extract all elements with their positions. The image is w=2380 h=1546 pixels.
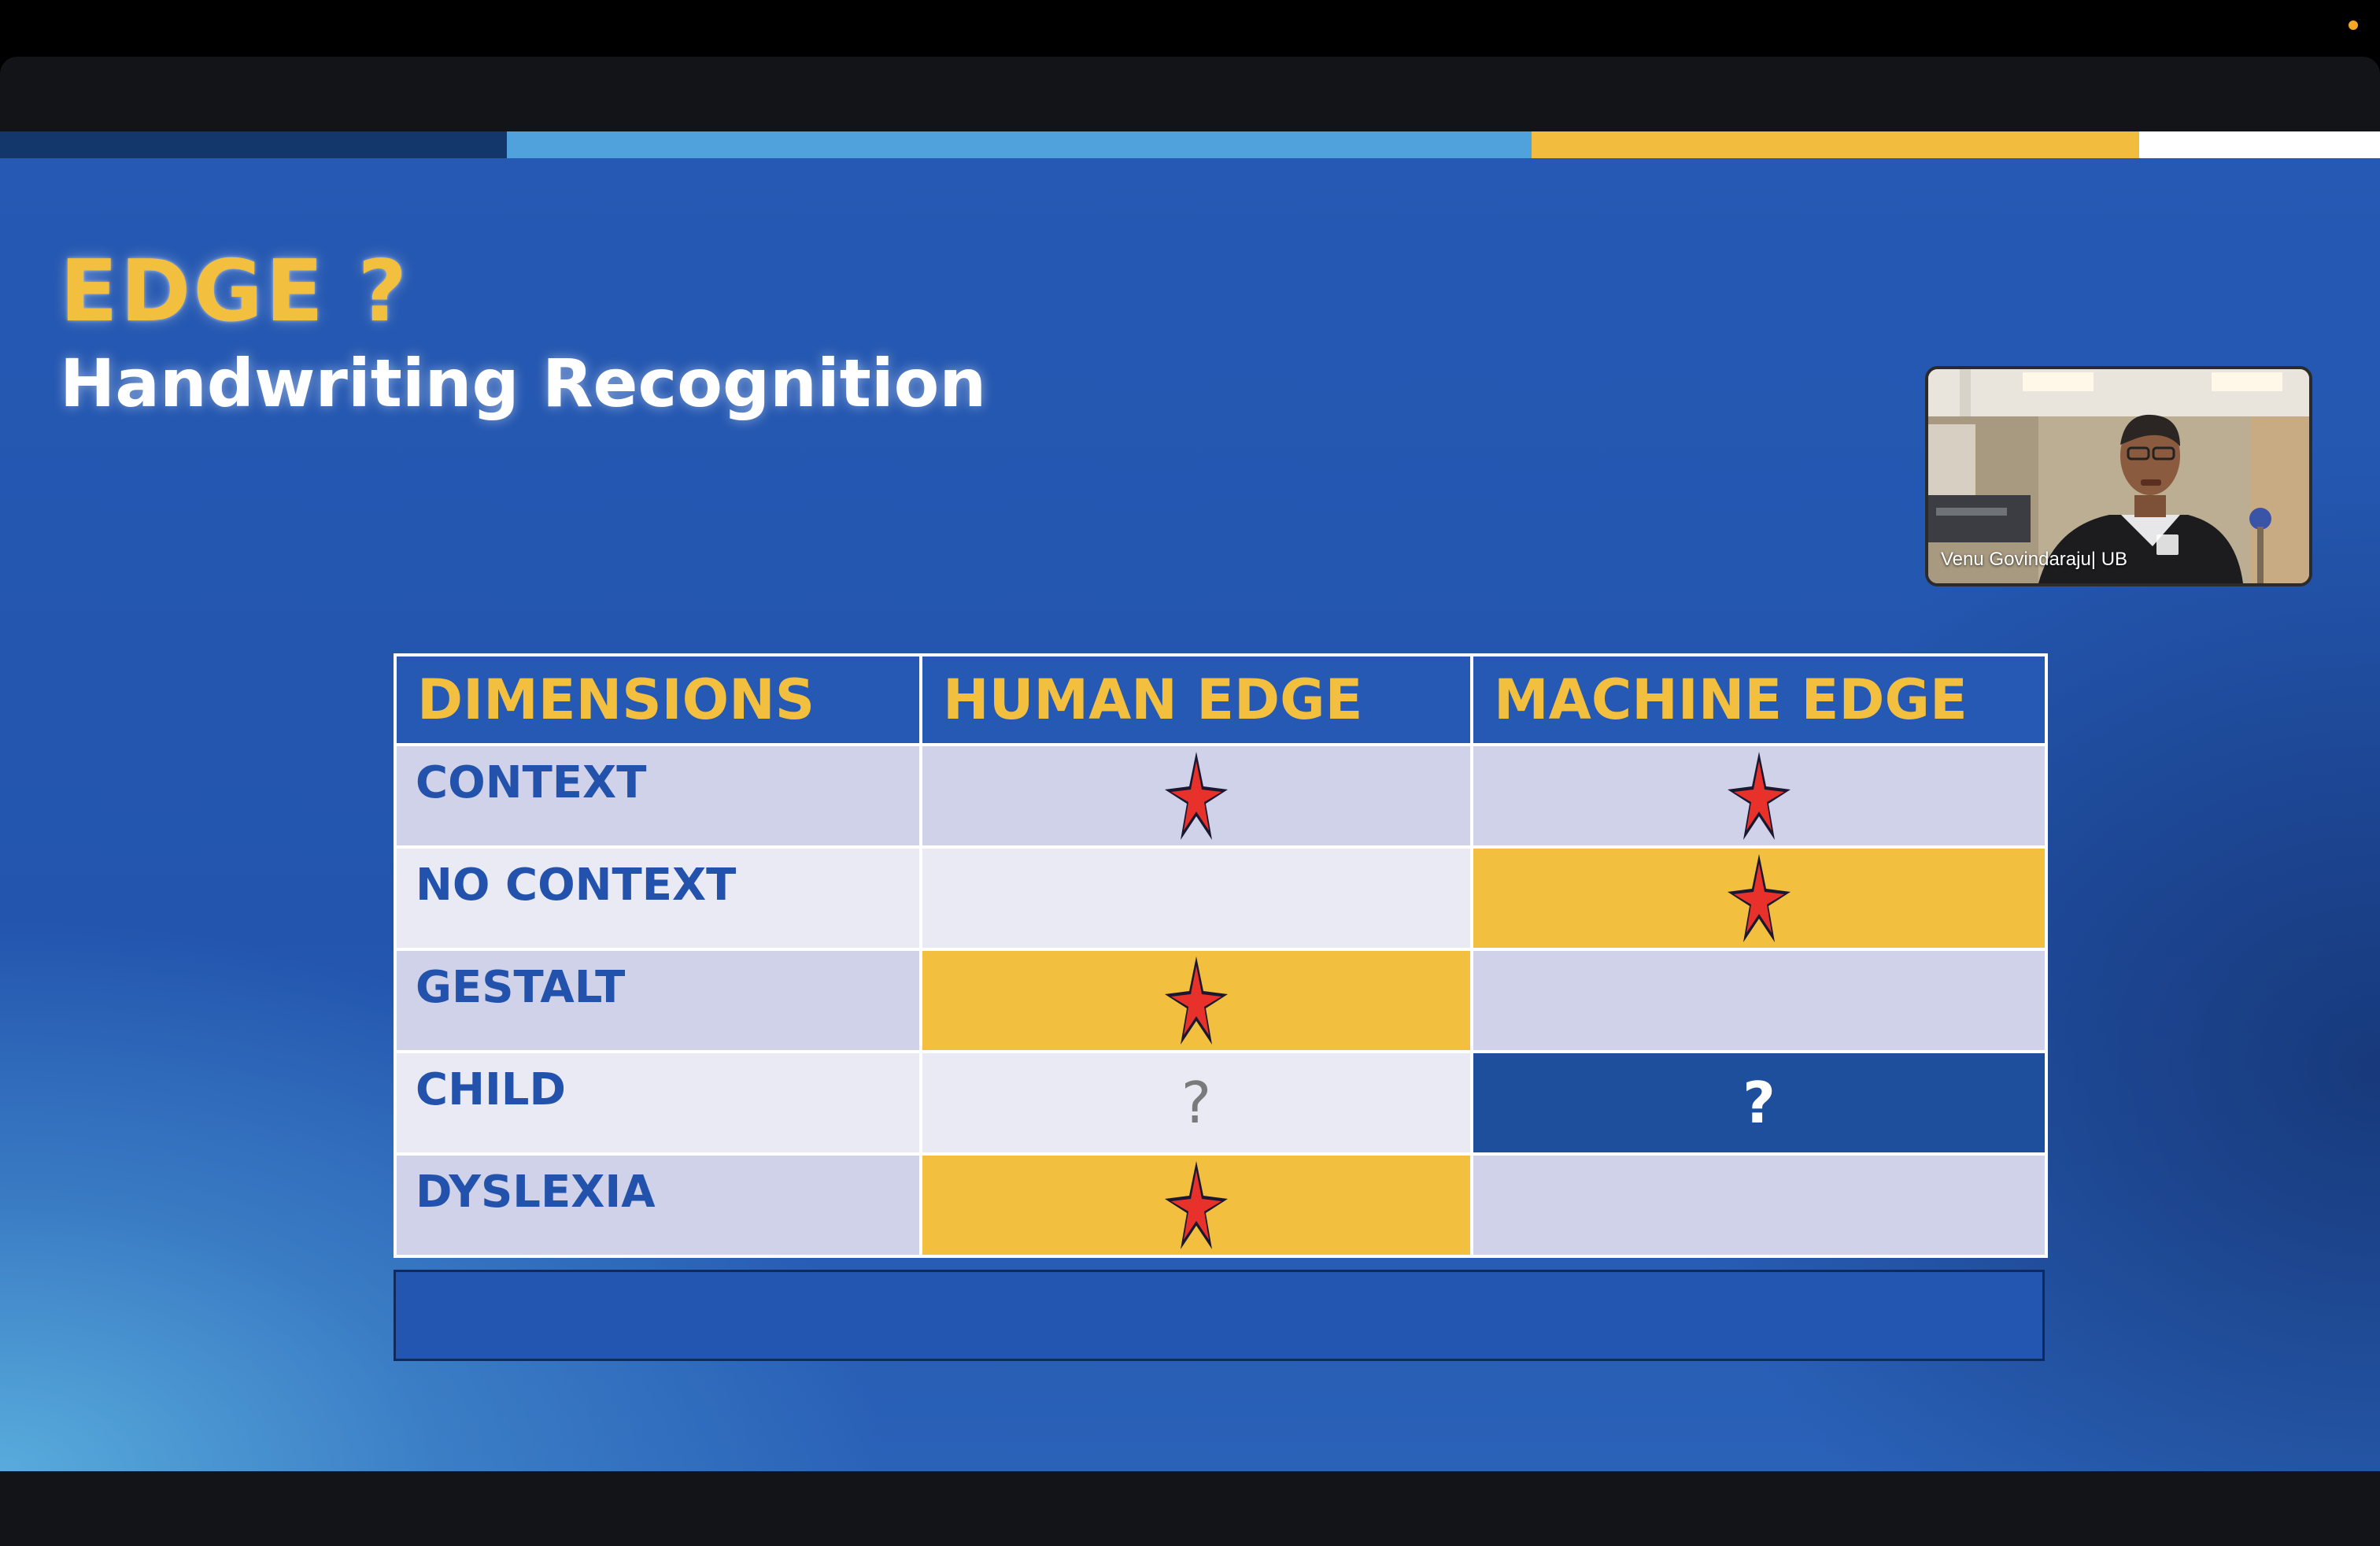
table-row: GESTALT bbox=[394, 948, 2048, 1053]
machine-edge-mark bbox=[1473, 1156, 2045, 1255]
table-row: NO CONTEXT bbox=[394, 845, 2048, 951]
table-footer-bar bbox=[394, 1270, 2045, 1361]
table-row: CHILD?? bbox=[394, 1050, 2048, 1156]
machine-edge-mark bbox=[1473, 746, 2045, 845]
recording-indicator-dot bbox=[2349, 20, 2358, 30]
table-row: DYSLEXIA bbox=[394, 1152, 2048, 1258]
machine-edge-cell: ? bbox=[1470, 1050, 2048, 1156]
slide-color-bar bbox=[0, 131, 2380, 158]
question-mark: ? bbox=[1743, 1070, 1776, 1136]
participant-video-tile[interactable]: Venu Govindaraju| UB bbox=[1925, 366, 2312, 586]
color-bar-segment-light-blue bbox=[507, 131, 1532, 158]
human-edge-cell: ? bbox=[919, 1050, 1473, 1156]
header-dimensions: DIMENSIONS bbox=[394, 653, 922, 746]
color-bar-segment-navy bbox=[0, 131, 507, 158]
participant-name-label: Venu Govindaraju| UB bbox=[1941, 549, 2128, 570]
human-edge-mark bbox=[922, 1156, 1470, 1255]
table-row: CONTEXT bbox=[394, 743, 2048, 849]
star-icon bbox=[1728, 752, 1791, 840]
human-edge-cell bbox=[919, 948, 1473, 1053]
participant-video-frame bbox=[1928, 369, 2309, 583]
human-edge-mark bbox=[922, 849, 1470, 948]
human-edge-cell bbox=[919, 743, 1473, 849]
shared-slide: EDGE ? Handwriting Recognition DIMENSION… bbox=[0, 131, 2380, 1471]
machine-edge-mark: ? bbox=[1473, 1053, 2045, 1152]
table-header-row: DIMENSIONS HUMAN EDGE MACHINE EDGE bbox=[394, 653, 2048, 746]
machine-edge-mark bbox=[1473, 849, 2045, 948]
star-icon bbox=[1165, 1161, 1228, 1249]
question-mark: ? bbox=[1181, 1070, 1212, 1136]
slide-subtitle: Handwriting Recognition bbox=[60, 345, 987, 422]
comparison-table: DIMENSIONS HUMAN EDGE MACHINE EDGE CONTE… bbox=[394, 653, 2048, 1258]
row-label: DYSLEXIA bbox=[394, 1152, 922, 1258]
machine-edge-cell bbox=[1470, 948, 2048, 1053]
machine-edge-cell bbox=[1470, 845, 2048, 951]
header-machine-edge: MACHINE EDGE bbox=[1470, 653, 2048, 746]
machine-edge-mark bbox=[1473, 951, 2045, 1050]
slide-title: EDGE ? bbox=[60, 242, 410, 341]
meeting-window: EDGE ? Handwriting Recognition DIMENSION… bbox=[0, 57, 2380, 1546]
color-bar-segment-white bbox=[2139, 131, 2380, 158]
header-human-edge: HUMAN EDGE bbox=[919, 653, 1473, 746]
star-icon bbox=[1728, 854, 1791, 942]
row-label: CHILD bbox=[394, 1050, 922, 1156]
color-bar-segment-yellow bbox=[1532, 131, 2139, 158]
human-edge-mark: ? bbox=[922, 1053, 1470, 1152]
row-label: CONTEXT bbox=[394, 743, 922, 849]
star-icon bbox=[1165, 956, 1228, 1045]
human-edge-cell bbox=[919, 845, 1473, 951]
machine-edge-cell bbox=[1470, 743, 2048, 849]
human-edge-mark bbox=[922, 951, 1470, 1050]
star-icon bbox=[1165, 752, 1228, 840]
human-edge-cell bbox=[919, 1152, 1473, 1258]
row-label: GESTALT bbox=[394, 948, 922, 1053]
human-edge-mark bbox=[922, 746, 1470, 845]
row-label: NO CONTEXT bbox=[394, 845, 922, 951]
machine-edge-cell bbox=[1470, 1152, 2048, 1258]
